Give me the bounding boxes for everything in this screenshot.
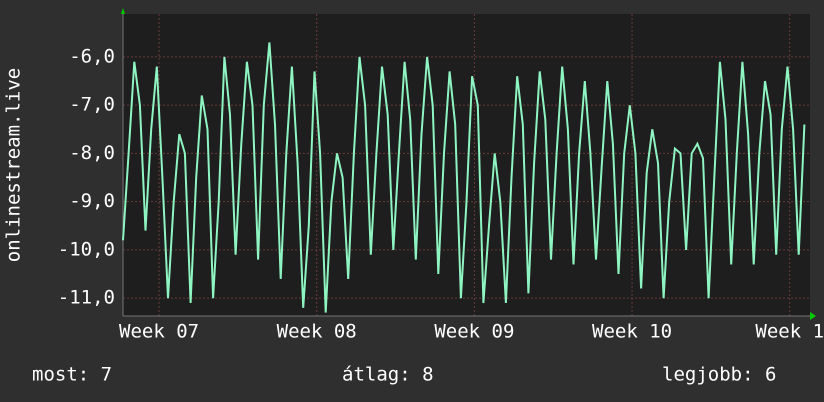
y-tick-label: -8,0 bbox=[69, 142, 115, 164]
footer-best: legjobb: 6 bbox=[662, 364, 776, 386]
y-tick-label: -10,0 bbox=[58, 238, 115, 260]
footer-average: átlag: 8 bbox=[342, 364, 434, 386]
axis-arrow bbox=[810, 312, 816, 320]
x-tick-label: Week 07 bbox=[119, 321, 199, 343]
y-tick-label: -9,0 bbox=[69, 190, 115, 212]
footer-current: most: 7 bbox=[32, 364, 112, 386]
x-tick-label: Week 09 bbox=[434, 321, 514, 343]
axis-arrow bbox=[121, 8, 125, 14]
x-tick-label: Week 10 bbox=[592, 321, 672, 343]
plot-area bbox=[123, 14, 810, 316]
data-line bbox=[122, 42, 806, 313]
x-tick-label: Week 1 bbox=[755, 321, 824, 343]
y-tick-label: -6,0 bbox=[69, 45, 115, 67]
y-tick-label: -11,0 bbox=[58, 287, 115, 309]
y-tick-label: -7,0 bbox=[69, 94, 115, 116]
y-axis-label: onlinestream.live bbox=[3, 68, 25, 262]
x-tick-label: Week 08 bbox=[277, 321, 357, 343]
